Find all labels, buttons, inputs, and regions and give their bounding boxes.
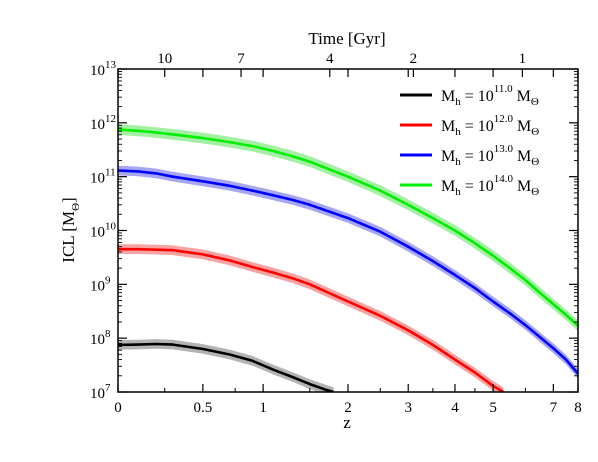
legend-label: Mh = 1012.0 MΘ: [441, 113, 539, 138]
x-tick-label: 4: [451, 400, 459, 416]
series-lines: [118, 128, 578, 392]
legend-label: Mh = 1011.0 MΘ: [441, 83, 539, 108]
x-tick-label: 8: [574, 400, 582, 416]
top-axis-title: Time [Gyr]: [308, 29, 385, 48]
top-tick-label: 1: [519, 51, 527, 67]
legend-label: Mh = 1014.0 MΘ: [441, 173, 539, 198]
y-tick-label: 108: [90, 328, 111, 348]
legend-label: Mh = 1013.0 MΘ: [441, 143, 539, 168]
band-11.0: [118, 339, 334, 392]
x-tick-label: 2: [344, 400, 352, 416]
y-axis-title-close: ]: [59, 197, 78, 203]
series-line-13.0: [118, 169, 578, 375]
x-tick-label: 7: [550, 400, 558, 416]
top-tick-label: 7: [237, 51, 245, 67]
series-line-12.0: [118, 247, 504, 392]
y-axis-ticks: 107 108 109 1010 1011 1012 1013: [90, 59, 578, 402]
y-tick-label: 1011: [90, 167, 116, 187]
x-tick-label: 3: [404, 400, 412, 416]
y-axis-title: ICL [MΘ]: [59, 197, 82, 262]
x-tick-label: 0.5: [194, 400, 213, 416]
y-tick-label: 109: [90, 274, 111, 294]
y-axis-title-main: ICL [M: [59, 211, 78, 263]
top-tick-label: 4: [326, 51, 334, 67]
series-line-11.0: [118, 342, 334, 392]
x-tick-label: 5: [489, 400, 497, 416]
y-tick-label: 1013: [90, 59, 117, 79]
series-line-14.0: [118, 128, 578, 327]
y-tick-label: 107: [90, 382, 111, 402]
y-axis-title-sub: Θ: [70, 203, 82, 211]
top-tick-label: 2: [410, 51, 418, 67]
x-axis-title: z: [343, 413, 351, 432]
x-axis-ticks: 0 0.5 1 2 3 4 5 7 8: [114, 69, 582, 416]
x-tick-label: 0: [114, 400, 122, 416]
legend: Mh = 1011.0 MΘ Mh = 1012.0 MΘ Mh = 1013.0 …: [400, 83, 539, 198]
top-axis-ticks: 4 10 7 2 1: [157, 51, 526, 77]
y-tick-label: 1012: [90, 113, 116, 133]
y-tick-label: 1010: [90, 221, 117, 241]
uncertainty-bands: [118, 124, 578, 392]
top-tick-label: 10: [157, 51, 172, 67]
x-tick-label: 1: [259, 400, 267, 416]
